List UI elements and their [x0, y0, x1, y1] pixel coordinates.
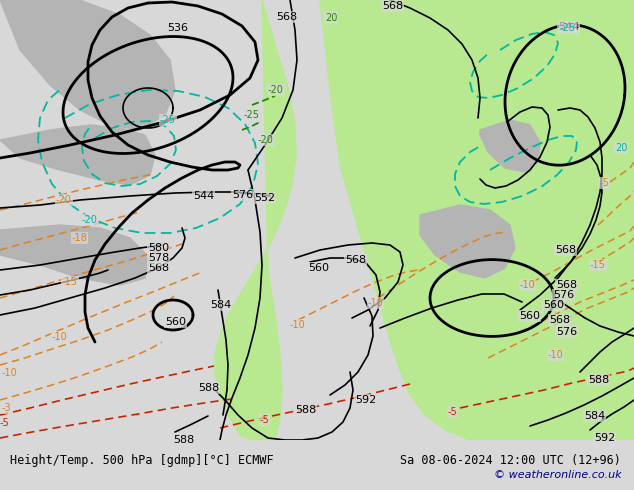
Text: -10: -10	[368, 298, 384, 308]
Text: -18: -18	[72, 233, 87, 243]
Text: 20: 20	[325, 13, 337, 23]
Text: -10: -10	[290, 320, 306, 330]
Text: 576: 576	[556, 327, 577, 337]
Text: -10: -10	[2, 368, 18, 378]
Text: 568: 568	[345, 255, 366, 265]
Text: -20: -20	[258, 135, 274, 145]
Text: -25: -25	[160, 115, 176, 125]
Text: 568: 568	[276, 12, 297, 22]
Text: 576: 576	[232, 190, 253, 200]
Text: 568: 568	[555, 245, 576, 255]
Text: -20: -20	[82, 215, 98, 225]
Text: 588: 588	[173, 435, 194, 445]
Text: 20: 20	[615, 143, 628, 153]
Polygon shape	[420, 205, 515, 278]
Text: 580: 580	[148, 243, 169, 253]
Text: 592: 592	[355, 395, 376, 405]
Text: -10: -10	[520, 280, 536, 290]
Text: -5: -5	[0, 418, 10, 428]
Text: 592: 592	[594, 433, 615, 443]
Text: -5: -5	[448, 407, 458, 417]
Text: 544: 544	[193, 191, 214, 201]
Text: -20: -20	[268, 85, 284, 95]
Text: 584: 584	[584, 411, 605, 421]
Text: 560: 560	[308, 263, 329, 273]
Text: -5: -5	[260, 415, 269, 425]
Text: © weatheronline.co.uk: © weatheronline.co.uk	[494, 470, 621, 480]
Text: 560: 560	[519, 311, 540, 321]
Text: 588: 588	[588, 375, 609, 385]
Text: Sa 08-06-2024 12:00 UTC (12+96): Sa 08-06-2024 12:00 UTC (12+96)	[401, 454, 621, 467]
Text: 588: 588	[295, 405, 316, 415]
Text: -5: -5	[600, 178, 610, 188]
Text: 568: 568	[556, 280, 577, 290]
Text: -3: -3	[2, 403, 11, 413]
Polygon shape	[215, 0, 296, 440]
Text: 536: 536	[167, 23, 188, 33]
Text: 568: 568	[549, 315, 570, 325]
Text: 588: 588	[198, 383, 219, 393]
Text: -10: -10	[548, 350, 564, 360]
Text: -15: -15	[590, 260, 606, 270]
Text: 568: 568	[148, 263, 169, 273]
Text: -10: -10	[52, 332, 68, 342]
Text: 560: 560	[165, 317, 186, 327]
Text: -25: -25	[244, 110, 260, 120]
Text: -20: -20	[56, 195, 72, 205]
Text: -25: -25	[560, 23, 576, 33]
Polygon shape	[480, 120, 540, 172]
Text: -15: -15	[62, 277, 78, 287]
Text: 544: 544	[558, 22, 579, 32]
Text: 576: 576	[553, 290, 574, 300]
Text: 584: 584	[210, 300, 231, 310]
Text: Height/Temp. 500 hPa [gdmp][°C] ECMWF: Height/Temp. 500 hPa [gdmp][°C] ECMWF	[10, 454, 273, 467]
Polygon shape	[0, 225, 150, 285]
Text: 578: 578	[148, 253, 169, 263]
Text: 560: 560	[543, 300, 564, 310]
Polygon shape	[0, 125, 155, 185]
Polygon shape	[0, 0, 175, 130]
Text: 552: 552	[254, 193, 275, 203]
Polygon shape	[320, 0, 634, 440]
Text: 568: 568	[382, 1, 403, 11]
